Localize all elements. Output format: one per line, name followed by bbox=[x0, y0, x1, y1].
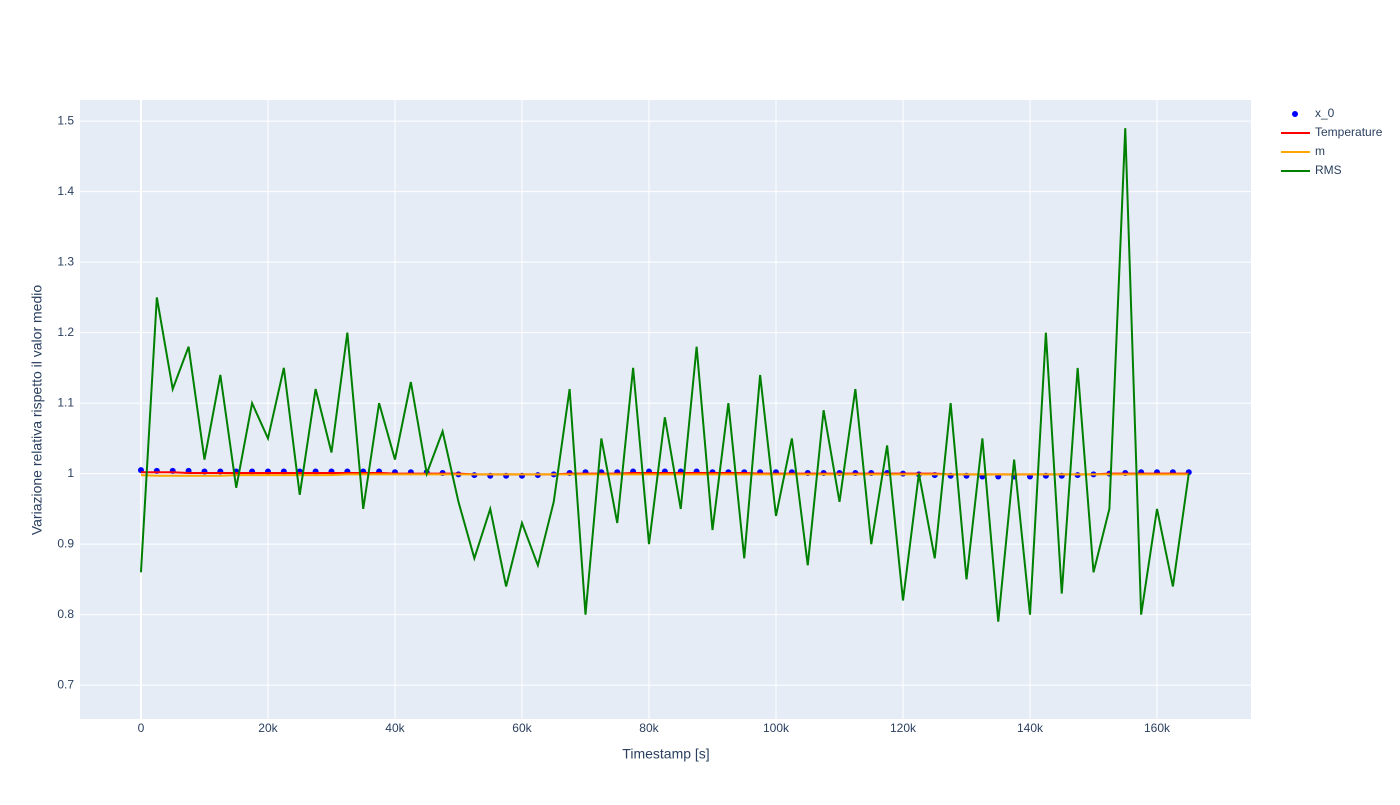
y-tick-label: 1.4 bbox=[57, 184, 74, 198]
y-tick-label: 1.5 bbox=[57, 113, 74, 127]
x-tick-label: 20k bbox=[258, 721, 278, 735]
legend-label: x_0 bbox=[1315, 106, 1335, 120]
x-tick-label: 120k bbox=[890, 721, 917, 735]
x-tick-label: 160k bbox=[1144, 721, 1171, 735]
legend-label: m bbox=[1315, 144, 1325, 158]
y-tick-label: 1.3 bbox=[57, 254, 74, 268]
x-tick-label: 0 bbox=[138, 721, 145, 735]
y-tick-label: 1.1 bbox=[57, 395, 74, 409]
x-tick-label: 60k bbox=[512, 721, 532, 735]
x-tick-label: 80k bbox=[639, 721, 659, 735]
line bbox=[140, 473, 1189, 477]
x-tick-label: 40k bbox=[385, 721, 405, 735]
y-tick-label: 1 bbox=[67, 466, 74, 480]
legend-label: Temperature bbox=[1315, 125, 1383, 139]
y-tick-label: 0.9 bbox=[57, 536, 74, 550]
x-axis-title: Timestamp [s] bbox=[622, 746, 709, 762]
y-tick-label: 0.8 bbox=[57, 607, 74, 621]
y-tick-label: 0.7 bbox=[57, 677, 74, 691]
y-axis-title: Variazione relativa rispetto il valor me… bbox=[29, 285, 45, 536]
line bbox=[139, 128, 1190, 622]
legend-label: RMS bbox=[1315, 163, 1342, 177]
x-tick-label: 100k bbox=[763, 721, 790, 735]
y-tick-label: 1.2 bbox=[57, 325, 74, 339]
x-tick-label: 140k bbox=[1017, 721, 1044, 735]
legend-marker bbox=[1292, 111, 1298, 117]
